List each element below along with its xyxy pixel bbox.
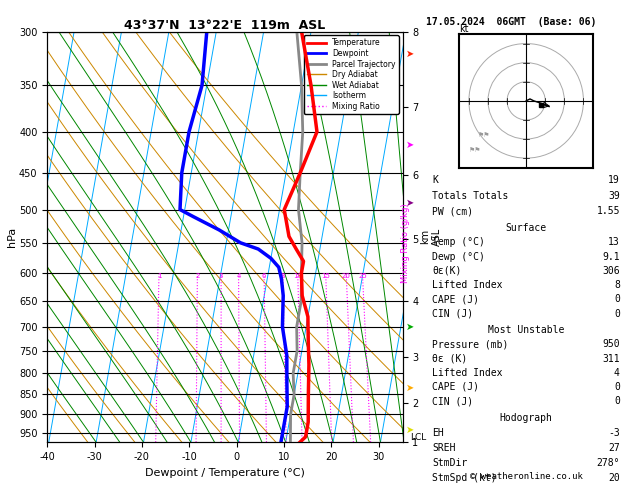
Text: 311: 311 (602, 354, 620, 364)
Text: CAPE (J): CAPE (J) (433, 295, 479, 304)
Text: 17.05.2024  06GMT  (Base: 06): 17.05.2024 06GMT (Base: 06) (426, 17, 597, 27)
Text: Dewp (°C): Dewp (°C) (433, 252, 486, 262)
Text: 0: 0 (614, 309, 620, 319)
Text: 2: 2 (195, 273, 199, 279)
Text: SREH: SREH (433, 443, 456, 453)
Text: ➤: ➤ (406, 49, 414, 59)
Text: StmDir: StmDir (433, 458, 468, 469)
Text: ➤: ➤ (406, 383, 414, 393)
Text: ➤: ➤ (406, 425, 414, 434)
Text: 306: 306 (602, 266, 620, 276)
Text: 1: 1 (157, 273, 161, 279)
Text: StmSpd (kt): StmSpd (kt) (433, 473, 497, 484)
Text: LCL: LCL (409, 433, 426, 442)
Text: 25: 25 (358, 273, 367, 279)
Text: Totals Totals: Totals Totals (433, 191, 509, 201)
Text: PW (cm): PW (cm) (433, 206, 474, 216)
Text: Hodograph: Hodograph (499, 413, 553, 423)
Text: Pressure (mb): Pressure (mb) (433, 339, 509, 349)
Text: 3: 3 (219, 273, 223, 279)
Y-axis label: hPa: hPa (8, 227, 18, 247)
Text: θε (K): θε (K) (433, 354, 468, 364)
Text: 10: 10 (293, 273, 303, 279)
Text: ⚑⚑: ⚑⚑ (478, 132, 491, 138)
Text: 4: 4 (614, 368, 620, 378)
Text: 19: 19 (608, 175, 620, 185)
Text: Temp (°C): Temp (°C) (433, 238, 486, 247)
Text: ➤: ➤ (406, 197, 414, 208)
Text: Most Unstable: Most Unstable (488, 325, 564, 335)
Text: 15: 15 (321, 273, 330, 279)
Text: 6: 6 (262, 273, 266, 279)
Text: ⚑⚑: ⚑⚑ (469, 147, 481, 154)
Text: ➤: ➤ (406, 139, 414, 150)
Text: Lifted Index: Lifted Index (433, 368, 503, 378)
Y-axis label: km
ASL: km ASL (420, 228, 442, 246)
Text: 20: 20 (608, 473, 620, 484)
Text: CIN (J): CIN (J) (433, 309, 474, 319)
Text: 8: 8 (614, 280, 620, 290)
Text: 0: 0 (614, 396, 620, 406)
Text: Surface: Surface (506, 223, 547, 233)
Text: θε(K): θε(K) (433, 266, 462, 276)
Legend: Temperature, Dewpoint, Parcel Trajectory, Dry Adiabat, Wet Adiabat, Isotherm, Mi: Temperature, Dewpoint, Parcel Trajectory… (304, 35, 399, 114)
Text: ➤: ➤ (406, 322, 414, 332)
Text: CIN (J): CIN (J) (433, 396, 474, 406)
Text: 13: 13 (608, 238, 620, 247)
Text: 8: 8 (281, 273, 285, 279)
Text: 39: 39 (608, 191, 620, 201)
Text: © weatheronline.co.uk: © weatheronline.co.uk (470, 472, 582, 481)
Text: 0: 0 (614, 382, 620, 392)
Text: 278°: 278° (596, 458, 620, 469)
Title: 43°37'N  13°22'E  119m  ASL: 43°37'N 13°22'E 119m ASL (125, 18, 325, 32)
Text: 27: 27 (608, 443, 620, 453)
Text: Mixing Ratio (g/kg): Mixing Ratio (g/kg) (401, 203, 410, 283)
Text: EH: EH (433, 428, 444, 438)
Text: CAPE (J): CAPE (J) (433, 382, 479, 392)
Text: K: K (433, 175, 438, 185)
Text: Lifted Index: Lifted Index (433, 280, 503, 290)
Text: 9.1: 9.1 (602, 252, 620, 262)
Text: 0: 0 (614, 295, 620, 304)
Text: -3: -3 (608, 428, 620, 438)
Text: kt: kt (459, 24, 469, 34)
Text: 950: 950 (602, 339, 620, 349)
Text: 4: 4 (237, 273, 241, 279)
Text: 20: 20 (342, 273, 350, 279)
Text: 1.55: 1.55 (596, 206, 620, 216)
X-axis label: Dewpoint / Temperature (°C): Dewpoint / Temperature (°C) (145, 468, 305, 478)
